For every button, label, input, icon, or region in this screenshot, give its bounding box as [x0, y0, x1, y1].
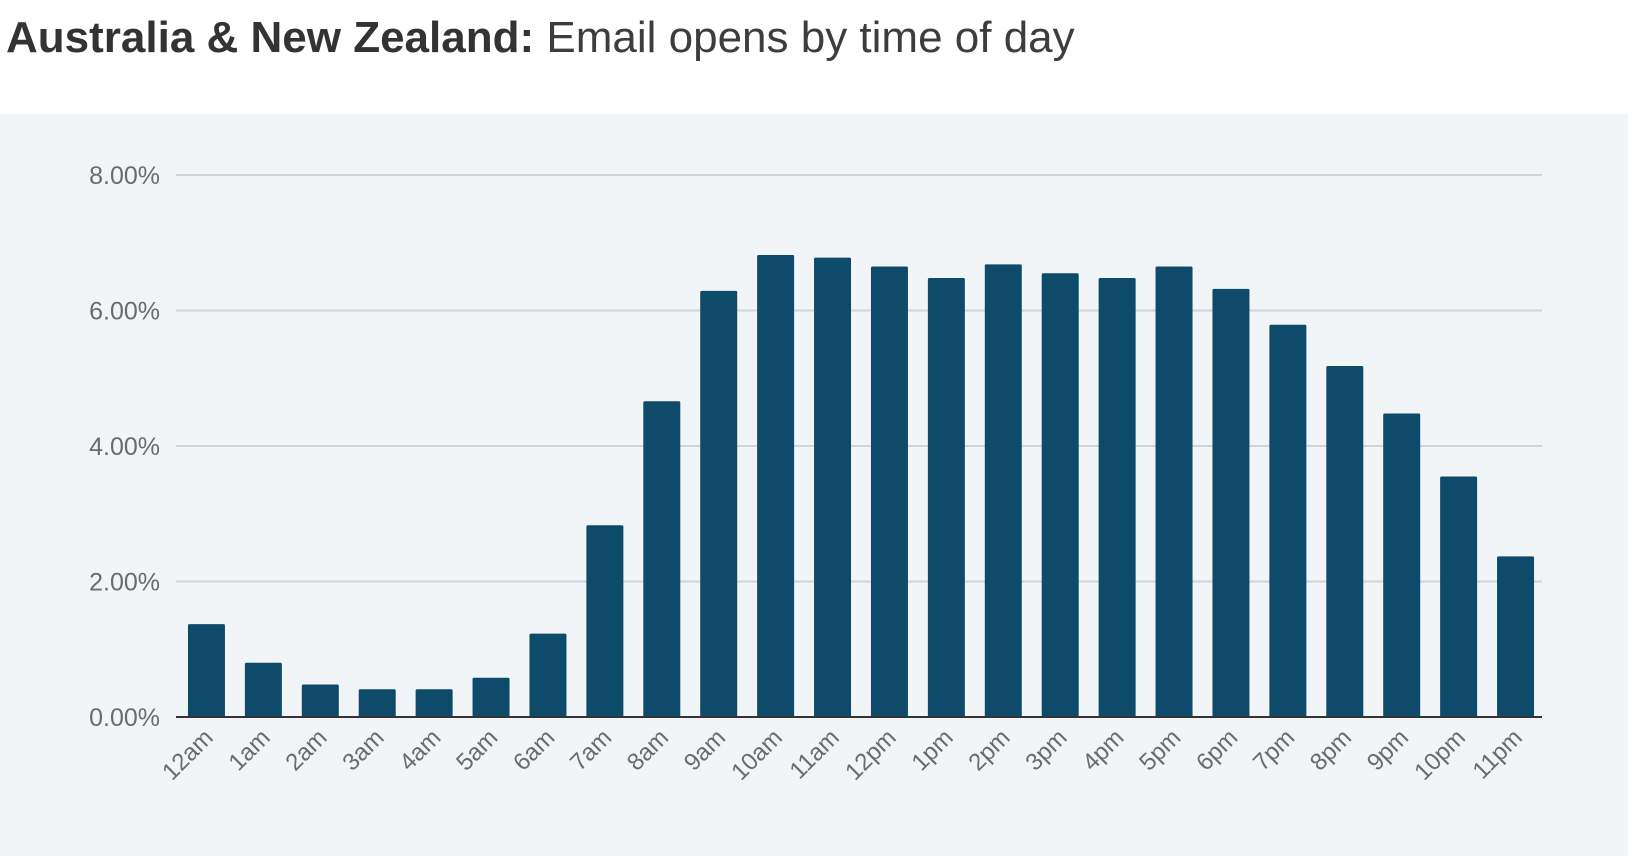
x-tick-label: 6pm	[1191, 724, 1243, 776]
x-tick-label: 12pm	[840, 724, 902, 786]
x-tick-label: 5pm	[1134, 724, 1186, 776]
x-tick-label: 6am	[508, 724, 560, 776]
chart-title: Australia & New Zealand: Email opens by …	[6, 8, 1075, 68]
bar	[1212, 288, 1250, 717]
y-tick-label: 0.00%	[89, 704, 160, 732]
bar	[1155, 266, 1193, 717]
y-tick-label: 8.00%	[89, 162, 160, 190]
bar	[870, 266, 908, 717]
bars	[187, 254, 1535, 717]
bar	[1383, 413, 1421, 717]
x-tick-label: 2am	[280, 724, 332, 776]
bar	[187, 624, 225, 717]
y-tick-label: 2.00%	[89, 569, 160, 597]
y-tick-label: 4.00%	[89, 433, 160, 461]
bar	[700, 290, 738, 717]
bar	[1269, 324, 1307, 717]
x-tick-label: 10pm	[1409, 724, 1471, 786]
x-tick-label: 3pm	[1020, 724, 1072, 776]
bar	[586, 525, 624, 717]
chart-panel: 0.00% 2.00% 4.00% 6.00% 8.00% 12am 1am 2am 3am 4…	[0, 114, 1628, 856]
y-tick-label: 6.00%	[89, 298, 160, 326]
gridlines	[176, 174, 1542, 583]
x-tick-label: 5am	[451, 724, 503, 776]
bar	[643, 401, 681, 717]
chart-title-region: Australia & New Zealand:	[6, 13, 535, 62]
x-tick-label: 8am	[622, 724, 674, 776]
bar	[529, 633, 567, 717]
bar	[1440, 476, 1478, 717]
y-tick-labels: 0.00% 2.00% 4.00% 6.00% 8.00%	[89, 162, 160, 732]
bar	[358, 689, 396, 717]
bar-chart: 0.00%2.00%4.00%6.00%8.00% 12am 1am 2am 3am 4…	[89, 162, 1542, 786]
bar	[1326, 366, 1364, 717]
x-tick-label: 9am	[679, 724, 731, 776]
bar	[415, 689, 453, 717]
bar	[1041, 273, 1079, 717]
bar	[984, 264, 1022, 717]
x-tick-label: 9pm	[1362, 724, 1414, 776]
x-tick-label: 8pm	[1305, 724, 1357, 776]
bar	[814, 257, 852, 717]
bar	[472, 677, 510, 717]
bar	[1098, 277, 1136, 717]
x-tick-label: 4pm	[1077, 724, 1129, 776]
x-tick-label: 2pm	[963, 724, 1015, 776]
x-tick-label: 7am	[565, 724, 617, 776]
bar	[757, 254, 795, 717]
x-tick-label: 11am	[784, 724, 844, 784]
x-tick-label: 10am	[726, 724, 788, 786]
x-tick-label: 3am	[337, 724, 389, 776]
x-tick-label: 4am	[394, 724, 446, 776]
x-tick-label: 7pm	[1248, 724, 1300, 776]
x-tick-label: 1pm	[907, 724, 959, 776]
x-tick-label: 11pm	[1467, 724, 1527, 784]
bar	[927, 277, 965, 717]
bar	[244, 662, 282, 717]
x-tick-labels: 12am 1am 2am 3am 4am 5am 6am 7am 8am 9am10am11am1…	[157, 724, 1528, 786]
bar	[301, 684, 339, 717]
x-tick-label: 1am	[224, 724, 276, 776]
chart-title-subject: Email opens by time of day	[546, 13, 1075, 62]
x-tick-label: 12am	[157, 724, 219, 786]
bar	[1497, 556, 1535, 717]
